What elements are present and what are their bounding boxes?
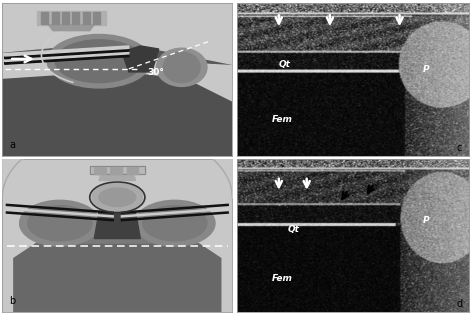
Bar	[110, 167, 122, 174]
Text: Fem: Fem	[272, 274, 293, 283]
Polygon shape	[122, 46, 159, 72]
Bar	[52, 12, 59, 24]
Ellipse shape	[143, 206, 207, 241]
Polygon shape	[37, 231, 198, 243]
Polygon shape	[5, 51, 129, 61]
Polygon shape	[2, 3, 232, 64]
Text: Fem: Fem	[272, 115, 293, 124]
Polygon shape	[2, 159, 232, 312]
Ellipse shape	[19, 200, 100, 246]
Bar	[93, 12, 100, 24]
Text: a: a	[9, 140, 15, 150]
Ellipse shape	[163, 52, 200, 83]
Bar	[127, 167, 138, 174]
Ellipse shape	[92, 184, 143, 211]
Polygon shape	[2, 72, 232, 156]
Text: 30°: 30°	[147, 68, 164, 77]
Ellipse shape	[55, 40, 143, 83]
Polygon shape	[14, 243, 221, 312]
Text: b: b	[9, 296, 16, 306]
Text: Qt: Qt	[279, 60, 291, 69]
Ellipse shape	[99, 188, 136, 206]
Text: Qt: Qt	[288, 226, 300, 234]
Bar	[83, 12, 90, 24]
Polygon shape	[2, 3, 232, 64]
Polygon shape	[37, 11, 106, 25]
Bar	[41, 12, 48, 24]
Polygon shape	[94, 213, 140, 238]
Text: P: P	[423, 65, 429, 74]
Bar	[73, 12, 79, 24]
Text: P: P	[423, 216, 429, 225]
Polygon shape	[5, 49, 129, 59]
Bar	[90, 166, 145, 175]
Polygon shape	[5, 46, 129, 56]
Polygon shape	[5, 54, 129, 64]
Polygon shape	[48, 25, 94, 31]
Polygon shape	[99, 175, 136, 180]
Bar	[62, 12, 69, 24]
Text: d: d	[456, 299, 462, 309]
Text: c: c	[457, 143, 462, 153]
Bar	[90, 166, 145, 175]
Ellipse shape	[27, 206, 92, 241]
Ellipse shape	[156, 48, 207, 86]
Ellipse shape	[47, 34, 151, 88]
Ellipse shape	[135, 200, 215, 246]
Bar	[94, 167, 106, 174]
